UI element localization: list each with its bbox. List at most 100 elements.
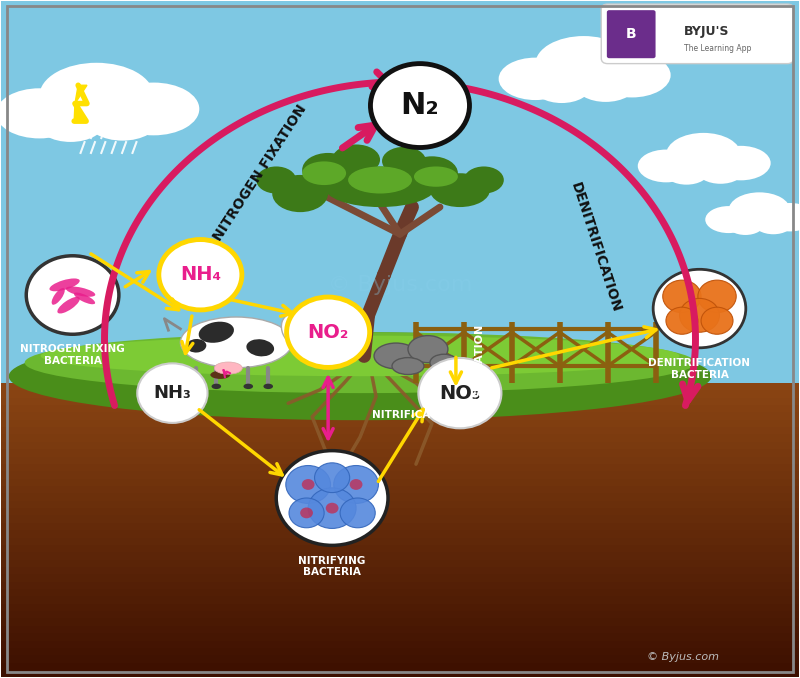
Ellipse shape — [324, 167, 436, 207]
Bar — [1, 670, 799, 677]
Ellipse shape — [348, 167, 412, 193]
Text: NH₃: NH₃ — [154, 384, 191, 402]
Text: BYJU'S: BYJU'S — [683, 24, 729, 38]
Ellipse shape — [332, 144, 380, 175]
Ellipse shape — [754, 212, 793, 235]
Ellipse shape — [638, 150, 694, 182]
Ellipse shape — [180, 317, 292, 367]
Circle shape — [26, 256, 119, 334]
Circle shape — [286, 466, 330, 504]
Circle shape — [289, 498, 324, 527]
Ellipse shape — [263, 384, 273, 389]
Circle shape — [302, 479, 314, 490]
Ellipse shape — [211, 384, 221, 389]
Circle shape — [300, 507, 313, 518]
Bar — [1, 603, 799, 611]
Circle shape — [159, 239, 242, 310]
Bar — [1, 655, 799, 662]
Circle shape — [308, 488, 356, 528]
Ellipse shape — [272, 175, 328, 212]
Text: NITRIFICATION: NITRIFICATION — [372, 410, 458, 420]
Circle shape — [326, 503, 338, 513]
Ellipse shape — [256, 167, 296, 193]
Circle shape — [350, 479, 362, 490]
Bar — [1, 494, 799, 501]
Ellipse shape — [666, 133, 741, 176]
Ellipse shape — [301, 307, 331, 324]
Circle shape — [286, 297, 370, 367]
Text: NITRIFYING
BACTERIA: NITRIFYING BACTERIA — [298, 555, 366, 577]
Ellipse shape — [304, 341, 312, 350]
Ellipse shape — [464, 167, 504, 193]
Text: N₂: N₂ — [401, 91, 439, 120]
Bar — [1, 435, 799, 442]
Bar — [1, 545, 799, 552]
Ellipse shape — [198, 321, 234, 343]
Bar — [1, 405, 799, 412]
Circle shape — [276, 451, 388, 545]
Ellipse shape — [214, 362, 242, 374]
Circle shape — [138, 363, 207, 423]
Circle shape — [679, 298, 719, 332]
Bar — [1, 552, 799, 559]
Text: B: B — [626, 27, 636, 41]
Ellipse shape — [191, 384, 201, 389]
Ellipse shape — [535, 36, 632, 92]
Circle shape — [340, 498, 375, 527]
FancyBboxPatch shape — [607, 10, 655, 58]
Ellipse shape — [108, 83, 199, 136]
Ellipse shape — [323, 325, 341, 336]
Text: NITROGEN FIXING
BACTERIA: NITROGEN FIXING BACTERIA — [20, 344, 125, 366]
Ellipse shape — [406, 157, 458, 190]
Bar — [1, 450, 799, 456]
Ellipse shape — [36, 102, 105, 142]
Text: © Byjus.com: © Byjus.com — [647, 652, 719, 662]
Ellipse shape — [382, 147, 426, 175]
Ellipse shape — [210, 371, 230, 379]
Ellipse shape — [50, 279, 80, 292]
Ellipse shape — [374, 343, 418, 369]
FancyBboxPatch shape — [602, 4, 794, 64]
Bar — [1, 538, 799, 545]
Circle shape — [334, 466, 378, 504]
Text: DENITRIFICATION: DENITRIFICATION — [568, 181, 623, 315]
Bar — [1, 464, 799, 471]
Ellipse shape — [574, 66, 637, 102]
Bar — [1, 597, 799, 603]
Bar — [1, 420, 799, 427]
Ellipse shape — [697, 156, 744, 184]
Bar — [1, 611, 799, 618]
Bar — [1, 471, 799, 479]
Ellipse shape — [302, 304, 314, 311]
Text: DENITRIFICATION
BACTERIA: DENITRIFICATION BACTERIA — [649, 358, 750, 380]
Bar — [1, 508, 799, 515]
Bar — [1, 479, 799, 486]
Ellipse shape — [41, 336, 679, 376]
Circle shape — [698, 280, 736, 313]
Bar — [1, 486, 799, 494]
Bar — [1, 589, 799, 597]
Bar — [1, 412, 799, 420]
Bar — [1, 582, 799, 589]
Ellipse shape — [39, 63, 154, 129]
Text: NH₄: NH₄ — [180, 265, 221, 284]
Ellipse shape — [729, 193, 790, 228]
Ellipse shape — [414, 167, 458, 186]
Text: NITROGEN FIXATION: NITROGEN FIXATION — [211, 102, 310, 244]
Text: NO₂: NO₂ — [307, 323, 349, 342]
Ellipse shape — [408, 336, 448, 363]
Ellipse shape — [664, 159, 709, 184]
Bar — [1, 383, 799, 391]
Ellipse shape — [430, 174, 490, 207]
Bar — [1, 530, 799, 538]
Ellipse shape — [302, 161, 346, 185]
Text: The Learning App: The Learning App — [683, 43, 751, 53]
Ellipse shape — [186, 339, 206, 353]
Bar — [1, 1, 799, 383]
Ellipse shape — [52, 288, 65, 304]
Bar — [1, 515, 799, 523]
Ellipse shape — [594, 53, 670, 98]
Ellipse shape — [727, 214, 764, 235]
Ellipse shape — [66, 287, 95, 297]
Circle shape — [653, 269, 746, 348]
